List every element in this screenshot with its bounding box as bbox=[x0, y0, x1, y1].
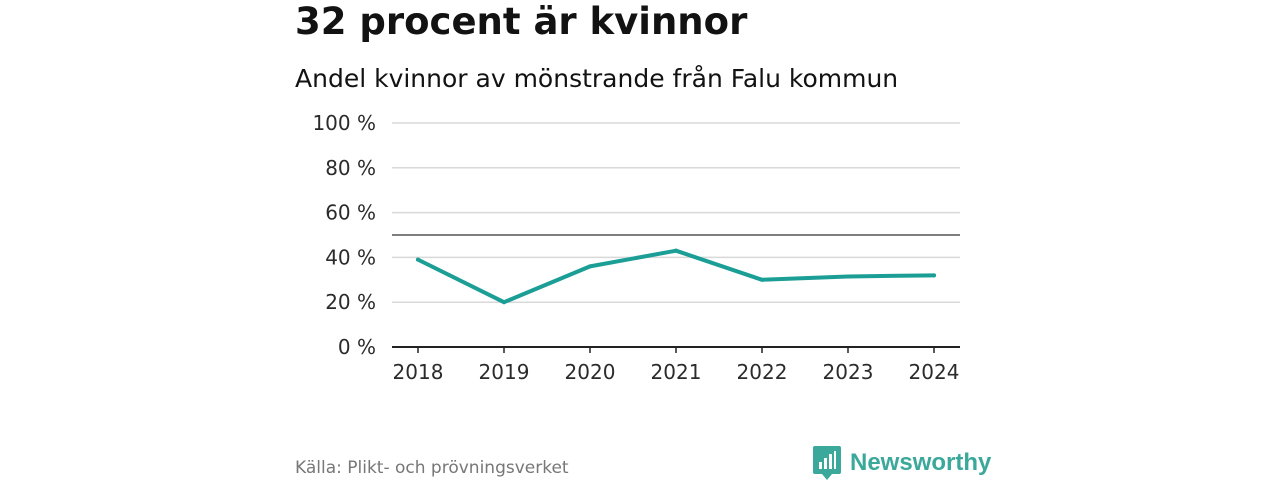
gridlines bbox=[392, 122, 960, 303]
x-tick-label: 2022 bbox=[737, 360, 788, 384]
y-axis-ticks: 0 % 20 % 40 % 60 % 80 % 100 % bbox=[312, 111, 376, 359]
brand-logo: Newsworthy bbox=[813, 445, 991, 481]
y-tick-label: 80 % bbox=[325, 156, 376, 180]
series-line bbox=[416, 248, 936, 305]
chart-subtitle: Andel kvinnor av mönstrande från Falu ko… bbox=[295, 64, 899, 93]
y-tick-label: 0 % bbox=[338, 335, 376, 359]
x-tick-label: 2024 bbox=[909, 360, 960, 384]
source-note: Källa: Plikt- och prövningsverket bbox=[295, 458, 569, 478]
y-tick-label: 40 % bbox=[325, 245, 376, 269]
brand-name: Newsworthy bbox=[850, 449, 992, 476]
x-tick-label: 2018 bbox=[393, 360, 444, 384]
newsworthy-logo-icon bbox=[813, 446, 841, 480]
data-point bbox=[588, 264, 592, 269]
chart-title: 32 procent är kvinnor bbox=[295, 0, 748, 43]
data-point bbox=[416, 257, 420, 262]
data-point bbox=[502, 300, 506, 305]
x-axis-ticks: 2018 2019 2020 2021 2022 2023 2024 bbox=[393, 347, 960, 384]
data-point bbox=[760, 277, 764, 282]
x-tick-label: 2020 bbox=[565, 360, 616, 384]
x-tick-label: 2023 bbox=[823, 360, 874, 384]
data-point bbox=[846, 274, 850, 279]
data-point bbox=[932, 273, 936, 278]
data-point bbox=[674, 248, 678, 253]
y-tick-label: 20 % bbox=[325, 290, 376, 314]
x-tick-label: 2021 bbox=[651, 360, 702, 384]
y-tick-label: 60 % bbox=[325, 201, 376, 225]
x-tick-label: 2019 bbox=[479, 360, 530, 384]
y-tick-label: 100 % bbox=[312, 111, 376, 135]
series-group bbox=[416, 248, 936, 305]
